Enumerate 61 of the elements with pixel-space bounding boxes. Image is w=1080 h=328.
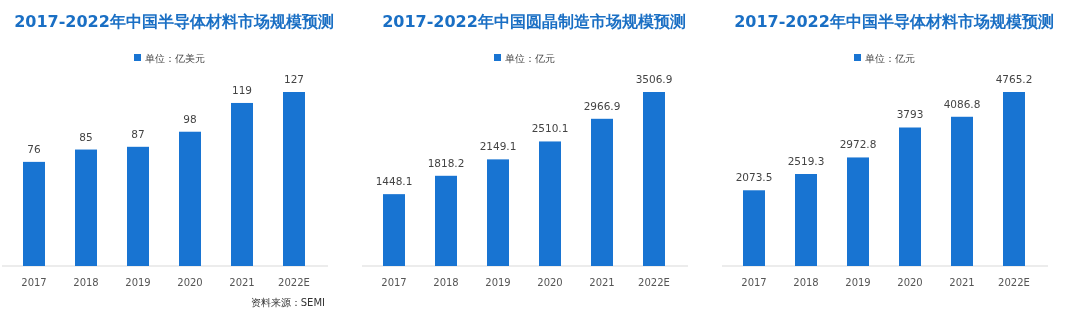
x-tick-label: 2018: [433, 277, 459, 288]
legend-label: 单位：亿元: [505, 53, 555, 64]
data-label: 98: [183, 112, 197, 125]
x-tick-label: 2021: [229, 277, 255, 288]
data-label: 3506.9: [635, 73, 673, 85]
data-label: 4765.2: [995, 73, 1033, 85]
data-label: 2510.1: [531, 122, 569, 135]
bar: [487, 159, 509, 266]
data-label: 76: [27, 142, 41, 155]
legend-label: 单位：亿美元: [145, 53, 205, 64]
data-label: 85: [79, 130, 93, 143]
data-label: 119: [231, 83, 253, 96]
x-tick-label: 2018: [73, 277, 99, 288]
x-tick-label: 2017: [381, 277, 407, 288]
bar: [743, 190, 765, 266]
data-label: 4086.8: [943, 97, 981, 110]
bar: [795, 174, 817, 266]
data-label: 127: [283, 73, 305, 85]
legend-label: 单位：亿元: [865, 53, 915, 64]
x-tick-label: 2018: [793, 277, 819, 288]
bar: [643, 92, 665, 266]
bar: [283, 92, 305, 266]
x-tick-label: 2022E: [278, 277, 310, 288]
x-tick-label: 2022E: [998, 277, 1030, 288]
data-label: 2149.1: [479, 140, 517, 153]
data-label: 2966.9: [583, 99, 621, 112]
x-tick-label: 2017: [21, 277, 47, 288]
bar: [231, 102, 253, 266]
data-label: 2519.3: [787, 155, 825, 168]
bar: [1003, 92, 1025, 266]
bar: [899, 127, 921, 266]
x-tick-label: 2022E: [638, 277, 670, 288]
x-tick-label: 2019: [845, 277, 871, 288]
chart-title: 2017-2022年中国圆晶制造市场规模预测: [382, 12, 686, 31]
x-tick-label: 2020: [177, 277, 203, 288]
bar: [179, 131, 201, 266]
data-label: 2972.8: [839, 138, 877, 151]
bar: [847, 157, 869, 266]
chart-title: 2017-2022年中国半导体材料市场规模预测: [14, 12, 334, 31]
x-tick-label: 2021: [949, 277, 975, 288]
x-tick-label: 2021: [589, 277, 615, 288]
x-tick-label: 2017: [741, 277, 767, 288]
bar: [127, 146, 149, 266]
data-label: 87: [131, 127, 145, 140]
bar: [75, 149, 97, 266]
x-tick-label: 2019: [485, 277, 511, 288]
x-tick-label: 2019: [125, 277, 151, 288]
bar: [951, 116, 973, 266]
data-label: 1448.1: [375, 175, 413, 188]
bar: [23, 161, 45, 266]
bar: [539, 141, 561, 266]
bar: [591, 118, 613, 266]
chart-title: 2017-2022年中国半导体材料市场规模预测: [734, 12, 1054, 31]
x-tick-label: 2020: [897, 277, 923, 288]
bar: [435, 175, 457, 266]
bar: [383, 194, 405, 266]
data-label: 3793: [896, 108, 924, 121]
data-label: 2073.5: [735, 171, 773, 184]
x-tick-label: 2020: [537, 277, 563, 288]
data-label: 1818.2: [427, 156, 465, 169]
text: 资料来源：SEMI: [250, 297, 325, 308]
